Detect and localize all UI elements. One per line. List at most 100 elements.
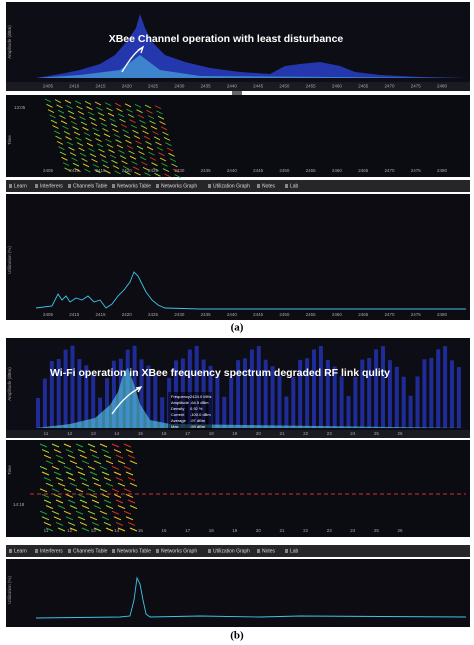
tab[interactable]: Interferers — [40, 548, 63, 554]
tab[interactable]: Networks Table — [117, 183, 151, 189]
waterfall-streak — [71, 157, 78, 162]
tab-icon — [285, 184, 288, 188]
x-tick-label: 14 — [114, 431, 120, 436]
tab[interactable]: Channels Table — [73, 183, 108, 189]
spectrum-bar — [325, 359, 330, 428]
waterfall-streak — [65, 516, 74, 521]
tab[interactable]: Utilization Graph — [213, 183, 250, 189]
tab[interactable]: Networks Graph — [161, 548, 197, 554]
spectrum-average — [36, 368, 466, 428]
waterfall-streak — [159, 121, 166, 125]
tab[interactable]: Learn — [14, 548, 27, 554]
spectrum-bar — [381, 346, 385, 428]
waterfall-streak — [133, 135, 141, 140]
readout-value: 0.92 % — [190, 406, 203, 411]
waterfall-streak — [74, 100, 82, 105]
readout-label: Current — [171, 412, 185, 417]
waterfall-streak — [105, 527, 114, 532]
spectrum-bar — [36, 398, 40, 428]
waterfall-streak — [123, 488, 132, 493]
caption: (b) — [230, 630, 244, 642]
waterfall-streak — [69, 460, 78, 465]
waterfall-streak — [77, 516, 86, 521]
waterfall-streak — [124, 171, 131, 175]
waterfall-streak — [87, 465, 96, 470]
waterfall-streak — [114, 170, 121, 175]
x-tick-label: 2445 — [253, 84, 264, 89]
x-tick-label: 19 — [232, 431, 238, 436]
waterfall-streak — [136, 109, 143, 114]
waterfall-streak — [93, 460, 102, 465]
waterfall-streak — [78, 147, 85, 152]
utilization-trace — [35, 576, 467, 619]
waterfall-streak — [129, 155, 137, 160]
waterfall-streak — [134, 103, 142, 108]
tab-icon — [35, 549, 38, 553]
tab[interactable]: Lab — [290, 183, 299, 189]
waterfall-streak — [116, 144, 124, 149]
waterfall-streak — [96, 143, 104, 148]
y-axis-label: Time — [7, 135, 12, 145]
waterfall-streak — [83, 132, 91, 137]
waterfall-streak — [150, 125, 158, 130]
spectrum-bar — [222, 396, 227, 428]
waterfall-streak — [87, 443, 96, 448]
x-tick-label: 2450 — [279, 312, 290, 317]
waterfall-streak — [132, 166, 140, 171]
waterfall-streak — [91, 477, 100, 482]
tab[interactable]: Learn — [14, 183, 27, 189]
waterfall-streak — [81, 482, 90, 487]
tab[interactable]: Channels Table — [73, 548, 108, 554]
spectrum-bg — [6, 2, 470, 82]
waterfall-streak — [125, 471, 134, 476]
spectrum-bar — [374, 349, 379, 428]
x-tick-label: 12 — [67, 431, 73, 436]
waterfall-streak — [85, 137, 92, 142]
waterfall-streak — [82, 126, 89, 131]
readout-value: -100.0 dBm — [190, 412, 211, 417]
spectrum-bar — [436, 349, 441, 428]
tab[interactable]: Interferers — [40, 183, 63, 189]
tab[interactable]: Networks Table — [117, 548, 151, 554]
waterfall-streak — [129, 460, 138, 465]
waterfall-streak — [86, 106, 93, 111]
x-tick-label: 2475 — [411, 84, 422, 89]
y-axis-label: Utilization (%) — [7, 246, 12, 274]
waterfall-streak — [154, 172, 161, 177]
tab[interactable]: Notes — [262, 183, 276, 189]
waterfall-streak — [39, 443, 48, 448]
waterfall-streak — [101, 449, 110, 454]
x-tick-label: 2405 — [43, 84, 54, 89]
spectrum-bar — [284, 396, 289, 428]
waterfall-streak — [141, 161, 148, 166]
tab[interactable]: Notes — [262, 548, 276, 554]
waterfall-streak — [87, 488, 96, 493]
spectrum-bar — [91, 374, 96, 428]
waterfall-streak — [66, 105, 73, 109]
tab[interactable]: Lab — [290, 548, 299, 554]
x-tick-label: 22 — [303, 431, 309, 436]
waterfall-streak — [66, 141, 74, 146]
x-tick-label: 2420 — [122, 84, 133, 89]
readout-label: Amplitude — [171, 400, 190, 405]
waterfall-streak — [80, 121, 88, 126]
tab[interactable]: Networks Graph — [161, 183, 197, 189]
x-tick-label: 2465 — [358, 312, 369, 317]
spectrum-bar — [429, 357, 434, 428]
waterfall-streak — [103, 499, 112, 504]
waterfall-streak — [162, 131, 169, 136]
spectrum-bar — [146, 365, 151, 428]
x-tick-label: 2480 — [437, 168, 448, 173]
waterfall-streak — [77, 449, 86, 454]
waterfall-streak — [105, 482, 114, 487]
waterfall-streak — [67, 454, 76, 459]
waterfall-streak — [91, 454, 100, 459]
waterfall-streak — [112, 128, 119, 133]
waterfall-streak — [100, 122, 108, 127]
waterfall-streak — [51, 443, 60, 448]
tab[interactable]: Utilization Graph — [213, 548, 250, 554]
waterfall-streak — [75, 136, 82, 141]
x-tick-label: 13 — [91, 431, 97, 436]
waterfall-streak — [144, 172, 151, 177]
x-tick-label: 2415 — [96, 84, 107, 89]
